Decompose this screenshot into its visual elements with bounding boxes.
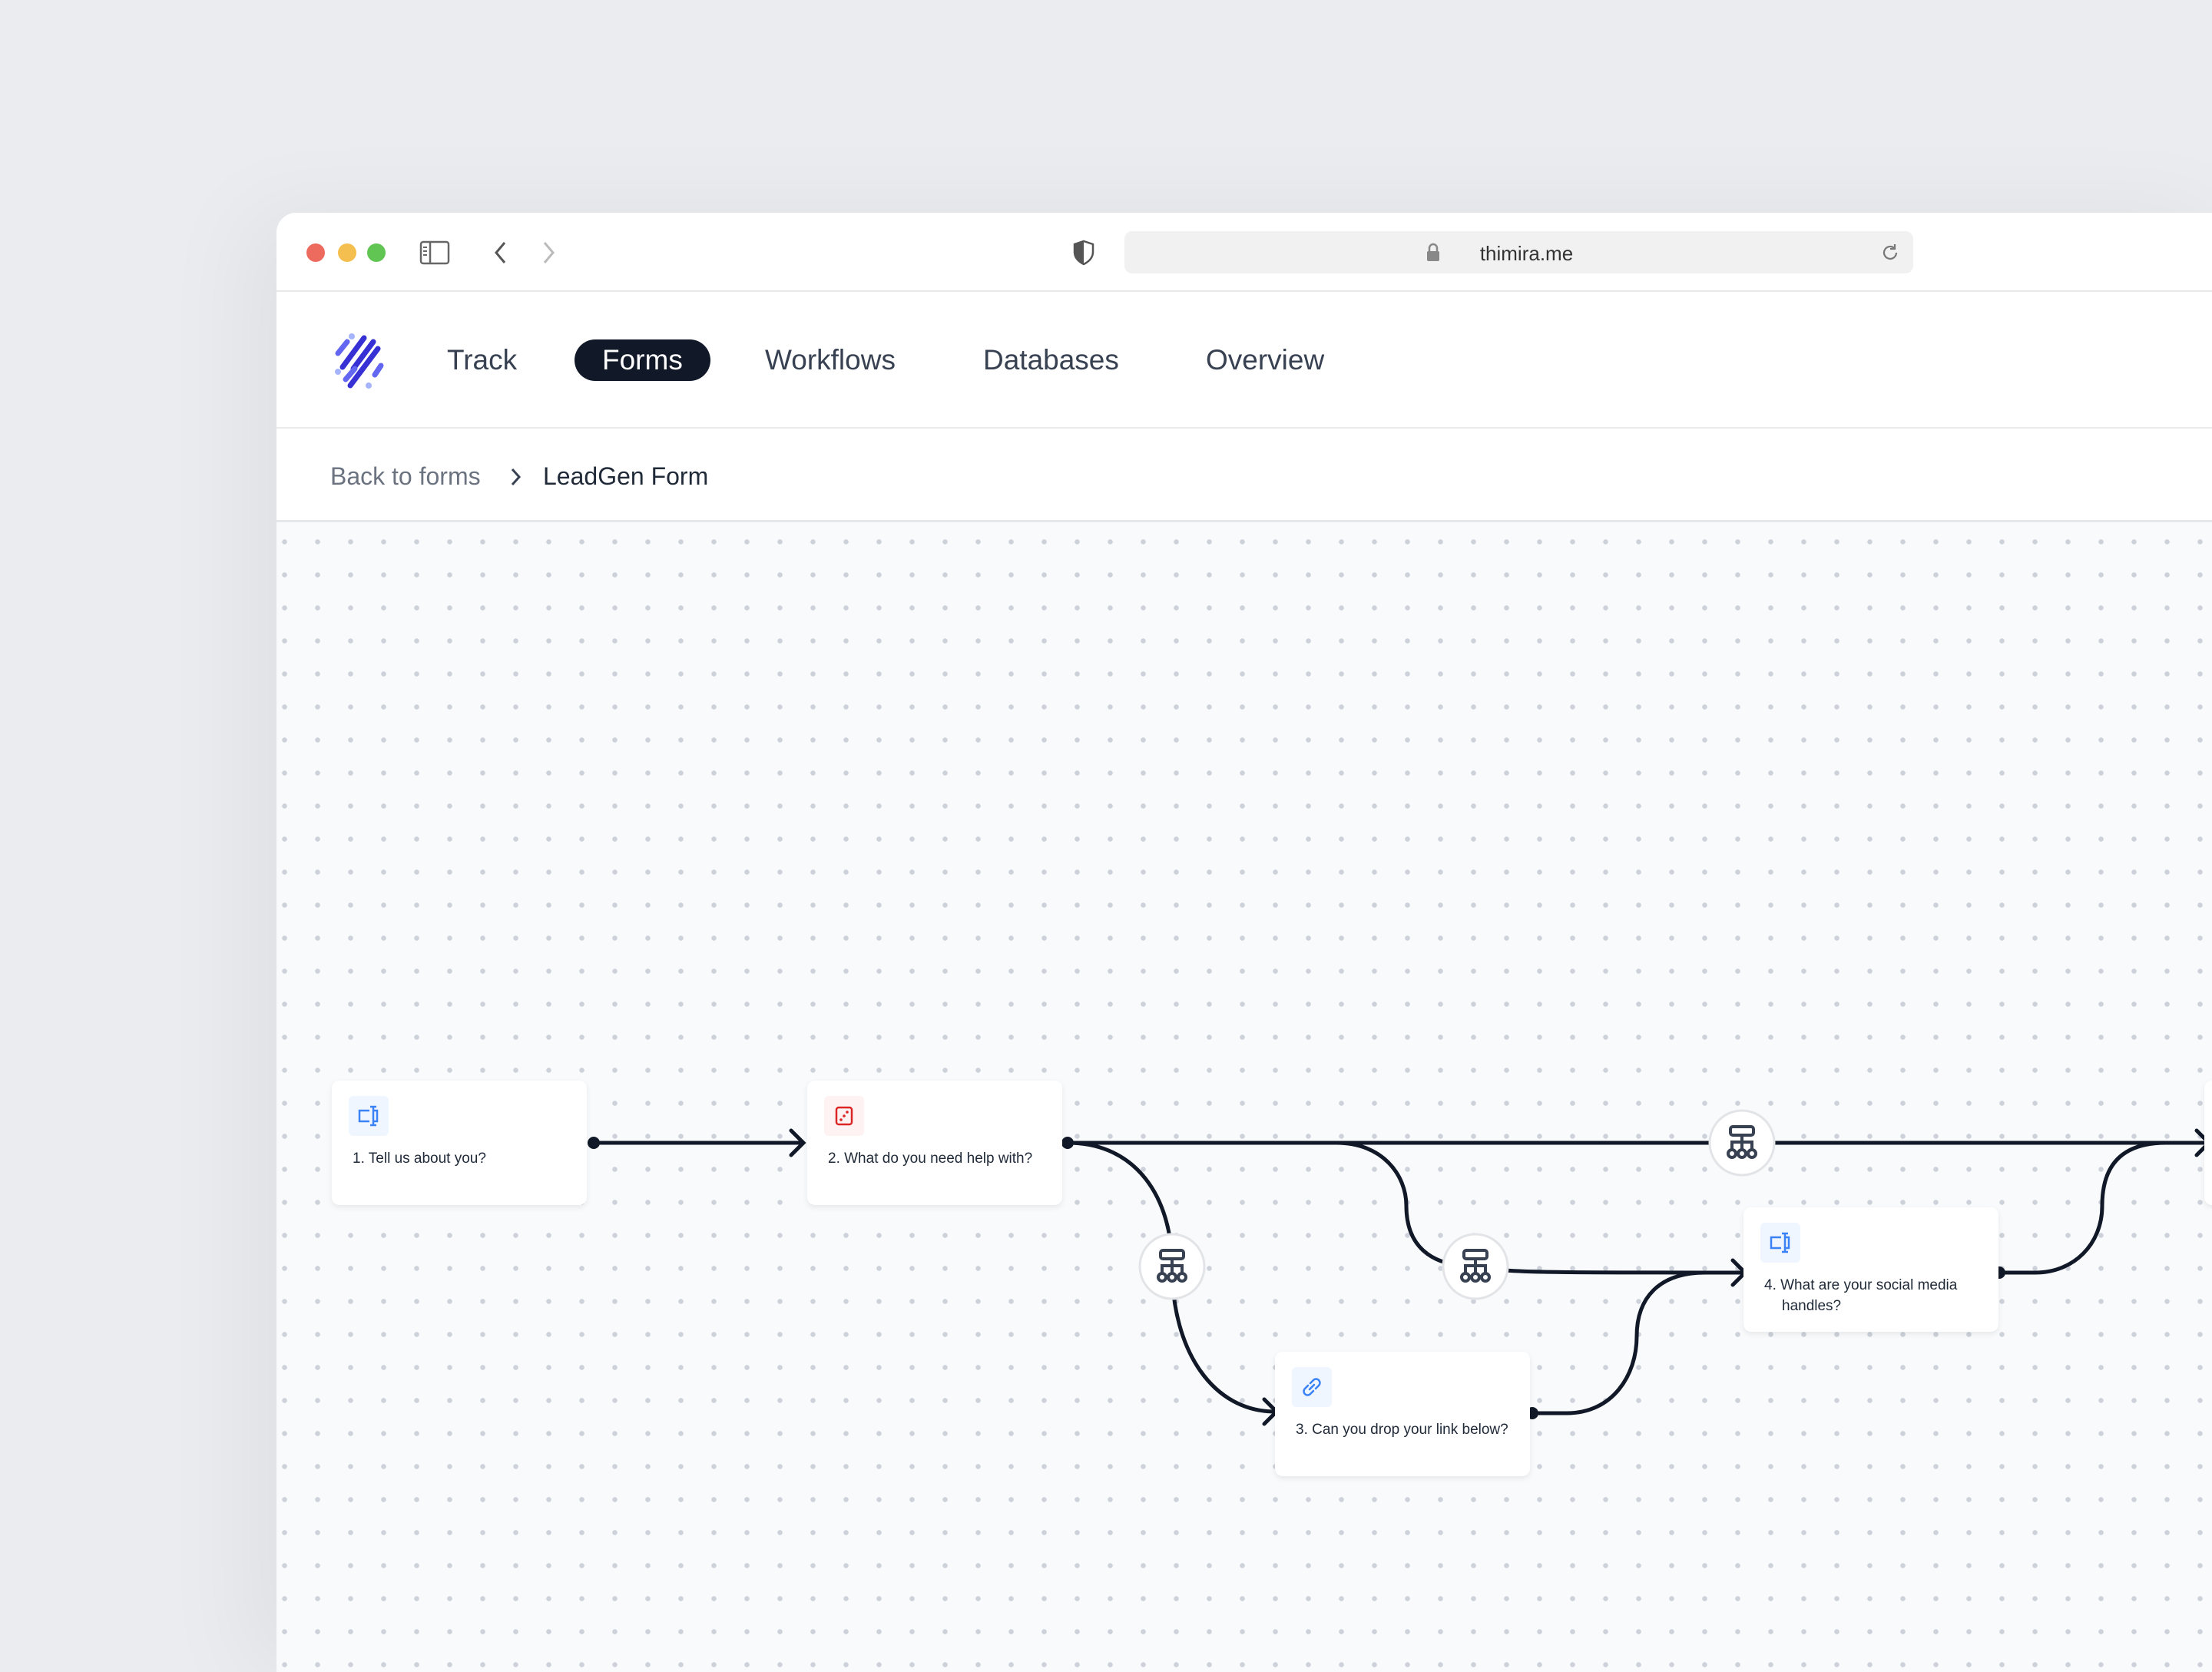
node-question: 4. What are your social media handles?: [1764, 1277, 1958, 1314]
branch-nodes: [1138, 1109, 1776, 1300]
text-input-icon: [349, 1096, 389, 1136]
connector-4-5: [1997, 1141, 2168, 1275]
chevron-right-icon: [511, 468, 522, 486]
url-text: thimira.me: [1479, 242, 1574, 265]
minimize-window-button[interactable]: [338, 243, 356, 262]
address-bar[interactable]: thimira.me: [1124, 231, 1913, 273]
close-window-button[interactable]: [306, 243, 325, 262]
sitemap-icon: [1157, 1249, 1187, 1283]
flow-node-5-partial[interactable]: [2204, 1081, 2212, 1205]
nav-track[interactable]: Track: [447, 344, 518, 376]
breadcrumb: Back to forms LeadGen Form: [276, 429, 2212, 522]
node-question: 3. Can you drop your link below?: [1296, 1422, 1508, 1438]
chevron-left-icon[interactable]: [492, 240, 510, 265]
flow-node-2[interactable]: 2. What do you need help with?: [807, 1081, 1062, 1205]
branch-node: [1138, 1233, 1206, 1300]
flow-node-4[interactable]: 4. What are your social media handles?: [1743, 1207, 1998, 1332]
sidebar-icon[interactable]: [419, 240, 450, 265]
link-icon: [1292, 1367, 1332, 1407]
back-to-forms-link[interactable]: Back to forms: [330, 462, 481, 490]
branch-node: [1708, 1109, 1776, 1177]
browser-window: thimira.me Track Forms Workflows Databas…: [276, 213, 2212, 1672]
sitemap-icon: [1727, 1125, 1757, 1159]
sitemap-icon: [1460, 1249, 1491, 1283]
node-question: 2. What do you need help with?: [828, 1151, 1033, 1167]
node-question: 1. Tell us about you?: [353, 1151, 486, 1167]
nav-forms[interactable]: Forms: [575, 339, 710, 381]
lock-icon: [1427, 243, 1439, 261]
flow-canvas[interactable]: 1. Tell us about you? 2. What do you nee…: [276, 522, 2212, 1672]
arrow-head: [789, 1128, 806, 1157]
nav-overview[interactable]: Overview: [1206, 344, 1325, 376]
shield-icon[interactable]: [1072, 240, 1095, 266]
branch-node: [1442, 1233, 1509, 1300]
app-logo[interactable]: [330, 330, 392, 392]
flow-connectors: [588, 1109, 2212, 1426]
connector-2-4: [1334, 1141, 1747, 1275]
text-input-icon: [1760, 1223, 1800, 1263]
nav-workflows[interactable]: Workflows: [765, 344, 896, 376]
flow-node-1[interactable]: 1. Tell us about you?: [332, 1081, 587, 1205]
app-nav: Track Forms Workflows Databases Overview: [276, 292, 2212, 429]
maximize-window-button[interactable]: [367, 243, 386, 262]
chevron-right-icon[interactable]: [539, 240, 558, 265]
connector-3-4: [1530, 1270, 1707, 1415]
browser-toolbar: thimira.me: [276, 213, 2212, 292]
breadcrumb-current: LeadGen Form: [543, 462, 709, 490]
nav-databases[interactable]: Databases: [983, 344, 1119, 376]
flow-node-3[interactable]: 3. Can you drop your link below?: [1275, 1352, 1530, 1476]
reload-icon[interactable]: [1880, 243, 1900, 263]
dice-icon: [824, 1096, 864, 1136]
